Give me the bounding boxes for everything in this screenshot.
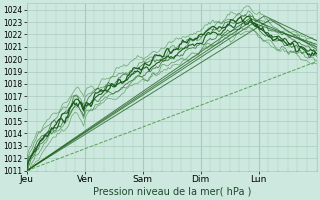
X-axis label: Pression niveau de la mer( hPa ): Pression niveau de la mer( hPa )	[92, 187, 251, 197]
